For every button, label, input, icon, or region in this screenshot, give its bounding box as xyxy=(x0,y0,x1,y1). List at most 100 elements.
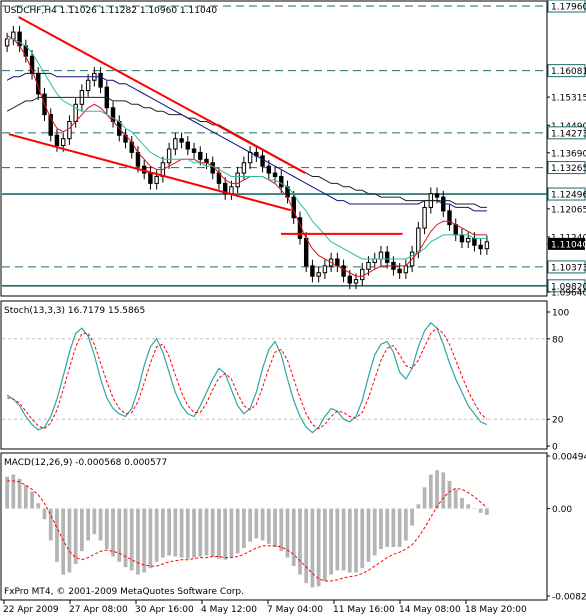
macd-bar-43 xyxy=(273,508,277,547)
macd-tick-label-1: 0.00 xyxy=(552,505,572,515)
price-tick-label-4: 1.14273 xyxy=(551,129,586,139)
candle-body-27 xyxy=(173,138,178,150)
macd-bar-75 xyxy=(472,508,477,510)
macd-bar-34 xyxy=(217,508,221,559)
price-levels xyxy=(2,5,547,287)
macd-bar-68 xyxy=(428,474,433,509)
candle-body-63 xyxy=(397,268,402,274)
macd-bar-32 xyxy=(204,508,209,556)
macd-bar-19 xyxy=(123,508,128,568)
price-tick-label-1: 1.16081 xyxy=(551,67,586,77)
price-panel-frame xyxy=(0,0,548,297)
trendline-0 xyxy=(18,16,306,174)
macd-bar-63 xyxy=(397,508,402,547)
macd-bar-14 xyxy=(92,508,97,535)
macd-bar-50 xyxy=(316,508,321,587)
stoch-tick-label-2: 20 xyxy=(552,416,564,426)
price-level-box-11 xyxy=(547,260,586,274)
candle-body-15 xyxy=(98,72,103,88)
stochastic-layer: 100 80 20 0 xyxy=(2,309,569,453)
macd-bar-24 xyxy=(154,508,159,562)
candle-body-23 xyxy=(148,172,153,184)
macd-bar-67 xyxy=(422,487,427,509)
macd-bar-70 xyxy=(441,472,446,509)
macd-bar-73 xyxy=(460,497,464,509)
macd-bar-8 xyxy=(55,508,59,562)
candle-body-42 xyxy=(266,165,272,174)
macd-bar-1 xyxy=(11,474,16,509)
stoch-main-line xyxy=(6,321,488,434)
time-tick-label-5: 11 May 16:00 xyxy=(333,605,395,615)
candle-body-2 xyxy=(17,31,22,47)
candle-body-75 xyxy=(472,237,477,246)
macd-bar-21 xyxy=(136,508,140,575)
candle-body-35 xyxy=(222,182,228,195)
candle-body-61 xyxy=(384,251,390,263)
macd-bar-37 xyxy=(235,508,240,554)
macd-bar-0 xyxy=(5,476,9,509)
macd-bar-36 xyxy=(229,508,234,558)
macd-bar-6 xyxy=(42,508,47,520)
candle-body-54 xyxy=(341,265,346,277)
candle-body-32 xyxy=(204,158,209,164)
price-level-box-4 xyxy=(547,126,586,140)
candle-body-26 xyxy=(166,148,172,164)
candle-body-64 xyxy=(403,265,409,274)
macd-bar-13 xyxy=(86,508,90,541)
macd-layer: 0.00494 0.00 -0.00821 xyxy=(5,453,586,603)
candle-body-30 xyxy=(191,148,197,153)
price-level-box-6 xyxy=(547,161,586,175)
candle-body-67 xyxy=(422,206,427,229)
candle-body-49 xyxy=(310,265,315,277)
macd-bar-61 xyxy=(385,508,390,547)
candle-body-71 xyxy=(447,210,452,226)
macd-bar-77 xyxy=(485,508,489,515)
candle-body-51 xyxy=(322,265,328,274)
candle-body-57 xyxy=(360,268,365,281)
price-tick-label-8: 1.12065 xyxy=(551,205,586,215)
ma-slow-line xyxy=(6,72,487,212)
macd-bar-46 xyxy=(291,508,296,567)
price-tick-label-13: 1.09640 xyxy=(551,289,586,299)
candle-body-10 xyxy=(67,121,72,140)
price-level-box-0 xyxy=(547,0,586,13)
macd-bar-40 xyxy=(254,508,259,539)
candle-body-9 xyxy=(60,138,66,147)
macd-bar-65 xyxy=(410,508,414,526)
candle-body-74 xyxy=(465,237,471,243)
macd-bar-16 xyxy=(104,508,109,550)
macd-bar-45 xyxy=(285,508,290,558)
candle-body-56 xyxy=(353,279,359,284)
candle-body-31 xyxy=(198,151,203,160)
candle-body-7 xyxy=(48,114,53,136)
macd-panel-frame xyxy=(0,452,548,601)
trendline-1 xyxy=(8,133,292,212)
price-level-box-7 xyxy=(547,187,586,201)
candle-body-60 xyxy=(378,251,384,260)
candle-body-76 xyxy=(478,244,483,250)
macd-bar-38 xyxy=(242,508,246,548)
stoch-signal-line xyxy=(6,327,488,430)
macd-bar-17 xyxy=(111,508,115,557)
candle-body-58 xyxy=(366,261,371,270)
macd-bar-30 xyxy=(192,508,196,558)
macd-signal-line xyxy=(7,480,488,582)
time-tick-label-0: 22 Apr 2009 xyxy=(3,605,59,615)
stoch-tick-label-3: 0 xyxy=(552,443,558,453)
macd-bar-11 xyxy=(73,508,78,564)
price-tick-label-0: 1.17960 xyxy=(551,3,586,13)
candle-body-50 xyxy=(316,272,321,277)
macd-bar-41 xyxy=(260,508,265,541)
macd-bar-33 xyxy=(210,508,215,557)
macd-bar-35 xyxy=(223,508,228,560)
macd-bar-2 xyxy=(17,478,22,509)
price-tick-label-6: 1.13265 xyxy=(551,164,586,174)
candle-body-55 xyxy=(347,275,353,284)
macd-bar-25 xyxy=(161,508,165,558)
macd-bar-72 xyxy=(453,489,458,509)
candle-body-37 xyxy=(235,172,240,188)
macd-bar-18 xyxy=(117,508,122,562)
candle-body-8 xyxy=(54,134,60,147)
macd-bar-9 xyxy=(61,508,66,575)
stoch-tick-label-0: 100 xyxy=(552,309,569,319)
